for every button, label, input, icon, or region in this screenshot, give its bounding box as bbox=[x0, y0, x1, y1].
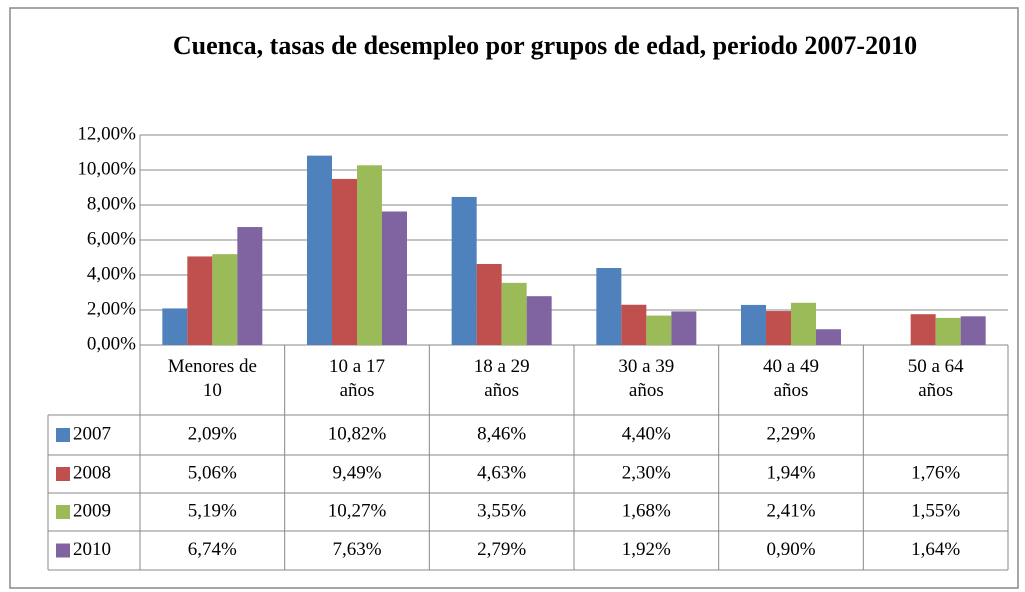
table-value: 7,63% bbox=[332, 539, 381, 560]
legend-swatch bbox=[56, 505, 70, 519]
x-tick-label: 18 a 29 años bbox=[473, 356, 530, 401]
bar bbox=[307, 155, 332, 345]
bar bbox=[646, 315, 672, 345]
legend-label: 2008 bbox=[73, 462, 111, 483]
bar bbox=[960, 316, 986, 345]
table-value: 9,49% bbox=[332, 462, 381, 483]
y-tick-label: 10,00% bbox=[77, 158, 136, 179]
chart-title: Cuenca, tasas de desempleo por grupos de… bbox=[172, 31, 918, 60]
bar bbox=[162, 308, 188, 345]
y-tick-label: 8,00% bbox=[87, 193, 136, 214]
table-value: 6,74% bbox=[188, 539, 237, 560]
bar bbox=[332, 178, 357, 345]
bar bbox=[526, 296, 552, 345]
legend-swatch bbox=[56, 543, 70, 558]
table-value: 0,90% bbox=[766, 539, 815, 560]
bar bbox=[212, 254, 238, 345]
bar bbox=[596, 268, 622, 345]
bar bbox=[451, 196, 477, 345]
legend-label: 2010 bbox=[73, 539, 111, 560]
bar bbox=[621, 304, 647, 345]
legend-swatch bbox=[56, 467, 70, 481]
table-value: 2,41% bbox=[766, 500, 815, 521]
legend-swatch bbox=[56, 428, 70, 442]
y-tick-label: 2,00% bbox=[87, 298, 136, 319]
table-value: 1,55% bbox=[911, 500, 960, 521]
table-value: 1,68% bbox=[622, 500, 671, 521]
y-tick-label: 12,00% bbox=[77, 123, 136, 144]
table-value: 5,06% bbox=[188, 462, 237, 483]
table-value: 4,63% bbox=[477, 462, 526, 483]
bar bbox=[766, 311, 791, 345]
table-value: 4,40% bbox=[622, 423, 671, 444]
bar bbox=[935, 317, 961, 345]
table-value: 1,76% bbox=[911, 462, 960, 483]
table-value: 2,09% bbox=[188, 423, 237, 444]
bar bbox=[501, 282, 527, 345]
x-tick-label: 40 a 49 años bbox=[763, 356, 819, 401]
table-value: 2,79% bbox=[477, 539, 526, 560]
table-value: 2,30% bbox=[622, 462, 671, 483]
table-value: 2,29% bbox=[766, 423, 815, 444]
bar bbox=[476, 263, 502, 345]
x-tick-label: 30 a 39 años bbox=[618, 356, 675, 401]
table-value: 1,92% bbox=[622, 539, 671, 560]
y-tick-label: 6,00% bbox=[87, 228, 136, 249]
table-value: 5,19% bbox=[188, 500, 237, 521]
table-value: 1,64% bbox=[911, 539, 960, 560]
table-value: 1,94% bbox=[766, 462, 815, 483]
bar bbox=[357, 165, 382, 345]
bar bbox=[237, 227, 263, 345]
bar bbox=[741, 304, 766, 345]
legend-label: 2007 bbox=[73, 423, 111, 444]
table-value: 10,27% bbox=[328, 500, 387, 521]
bar bbox=[382, 211, 407, 345]
y-tick-label: 0,00% bbox=[87, 333, 136, 354]
bar bbox=[187, 256, 213, 345]
legend-label: 2009 bbox=[73, 500, 111, 521]
bar bbox=[791, 302, 816, 345]
x-tick-label: 50 a 64 años bbox=[907, 356, 964, 401]
x-tick-label: Menores de 10 bbox=[167, 356, 257, 401]
table-value: 10,82% bbox=[328, 423, 387, 444]
bar bbox=[816, 329, 841, 345]
table-value: 8,46% bbox=[477, 423, 526, 444]
bar bbox=[910, 314, 936, 345]
x-tick-label: 10 a 17 años bbox=[329, 356, 385, 401]
bar bbox=[671, 311, 697, 345]
y-tick-label: 4,00% bbox=[87, 263, 136, 284]
table-value: 3,55% bbox=[477, 500, 526, 521]
